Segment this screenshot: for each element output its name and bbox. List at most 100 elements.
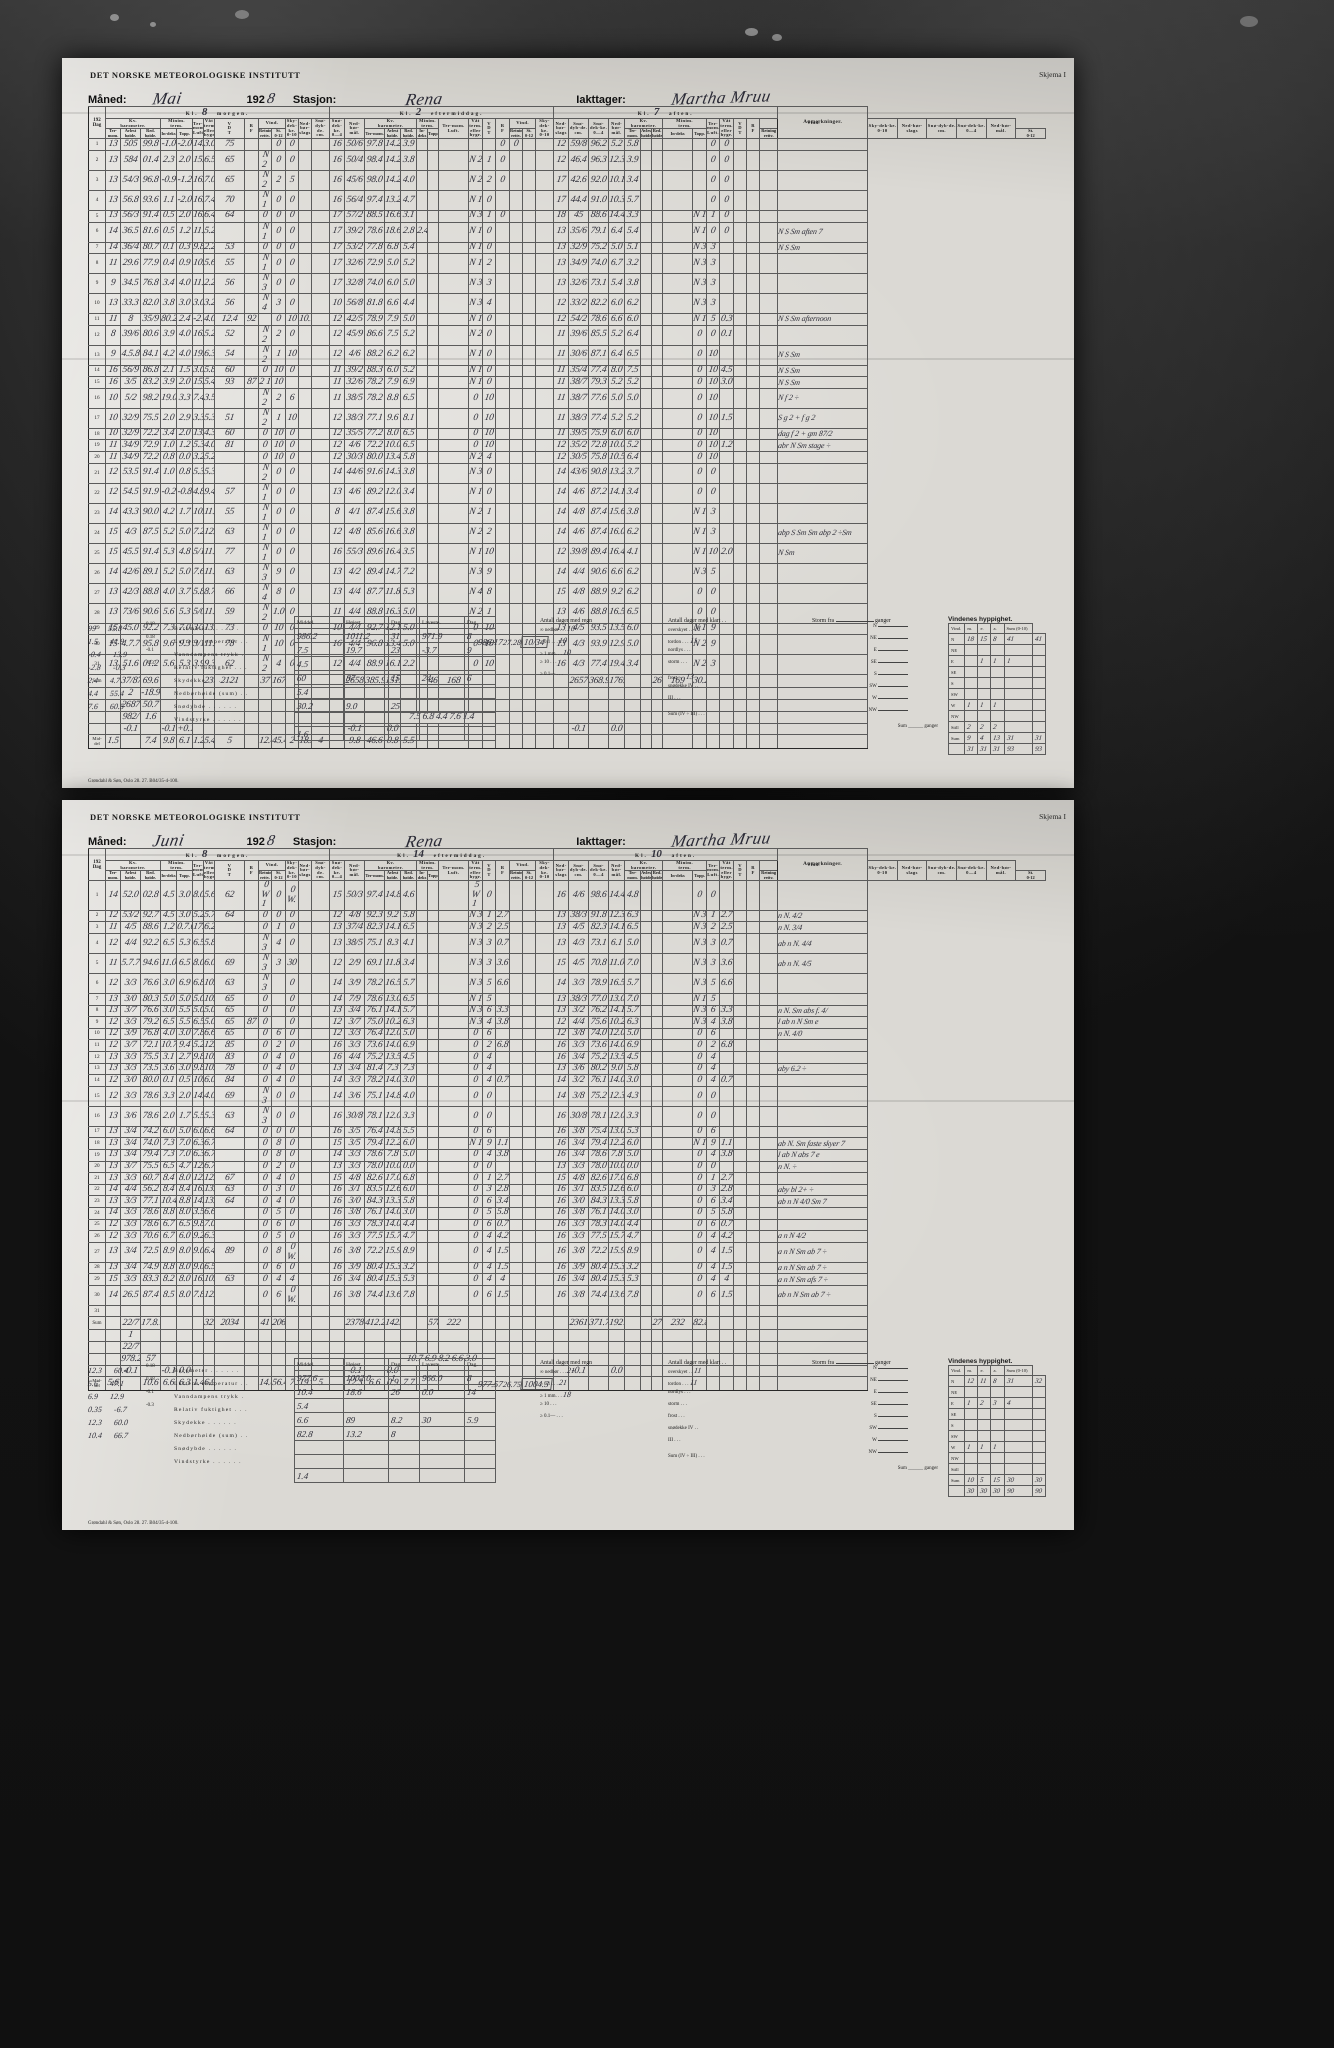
data-cell[interactable]: 0 <box>692 1125 708 1139</box>
data-cell[interactable] <box>662 1004 694 1018</box>
data-cell[interactable]: 17 <box>329 273 346 295</box>
data-cell[interactable] <box>438 169 470 191</box>
data-cell[interactable]: 13 <box>329 1160 346 1174</box>
data-cell[interactable] <box>522 482 537 504</box>
data-cell[interactable]: 4 <box>271 1074 286 1087</box>
data-cell[interactable] <box>427 1273 440 1286</box>
data-cell[interactable] <box>427 1304 440 1318</box>
data-cell[interactable]: 39/8 <box>568 542 590 564</box>
data-cell[interactable]: 3 <box>706 933 721 954</box>
data-cell[interactable] <box>608 1304 626 1318</box>
data-cell[interactable] <box>759 169 779 191</box>
data-cell[interactable]: 0 <box>258 1125 272 1139</box>
data-cell[interactable] <box>640 482 653 504</box>
data-cell[interactable]: 5.2 <box>160 522 177 544</box>
data-cell[interactable]: 4.0 <box>160 1027 177 1041</box>
data-cell[interactable]: 5.2 <box>624 439 642 453</box>
data-cell[interactable] <box>214 1284 245 1306</box>
data-cell[interactable]: 0.3 <box>176 241 193 255</box>
data-cell[interactable]: 32/6 <box>344 376 366 389</box>
data-cell[interactable] <box>160 1304 177 1318</box>
data-cell[interactable]: 13 <box>553 1160 570 1174</box>
data-cell[interactable]: 8.9 <box>624 1241 642 1263</box>
data-cell[interactable] <box>733 1085 748 1107</box>
data-cell[interactable] <box>416 149 429 171</box>
data-cell[interactable] <box>640 542 653 564</box>
data-cell[interactable]: 0 <box>258 364 272 378</box>
data-cell[interactable]: 4 <box>482 1016 497 1029</box>
stat-value[interactable] <box>419 1440 465 1455</box>
data-cell[interactable]: -1.0 <box>160 138 177 151</box>
data-cell[interactable] <box>759 387 779 409</box>
data-cell[interactable]: 5/0.5 <box>192 602 204 624</box>
table-row[interactable]: 22 12 54.5 91.9 -0.2 -0.8 4.8 9.4 57 N 1 0 0 13 4/6 89… <box>88 482 1046 504</box>
data-cell[interactable]: 5.2 <box>608 376 626 389</box>
data-cell[interactable]: 5.0 <box>176 522 193 544</box>
data-cell[interactable]: 76.1 <box>588 1074 610 1087</box>
data-cell[interactable]: N 3 <box>692 293 708 315</box>
data-cell[interactable]: 10.0 <box>203 993 215 1006</box>
table-row[interactable]: 21 13 3/3 60.7 8.4 8.0 12.6 12.7 67 0 4 0 15 4/8 82.6 1… <box>88 1172 1046 1185</box>
data-cell[interactable]: 75.5 <box>140 1050 161 1064</box>
data-cell[interactable]: N 3 <box>692 953 708 974</box>
data-cell[interactable]: 11 <box>105 253 121 275</box>
data-cell[interactable] <box>553 687 570 701</box>
data-cell[interactable]: 12 <box>329 427 346 441</box>
data-cell[interactable]: 6.2 <box>624 562 642 584</box>
data-cell[interactable]: 92.0 <box>588 169 610 191</box>
data-cell[interactable] <box>535 1105 555 1127</box>
data-cell[interactable] <box>416 387 429 409</box>
data-cell[interactable] <box>192 1304 204 1318</box>
data-cell[interactable]: N 2 <box>258 462 272 484</box>
data-cell[interactable] <box>244 734 259 750</box>
data-cell[interactable] <box>438 344 470 366</box>
data-cell[interactable]: 83.3 <box>140 1273 161 1286</box>
data-cell[interactable] <box>244 344 259 366</box>
data-cell[interactable]: 3/8 <box>568 1241 590 1263</box>
data-cell[interactable] <box>535 1284 555 1306</box>
data-cell[interactable]: 73/6 <box>120 602 141 624</box>
data-cell[interactable] <box>329 1304 346 1318</box>
data-cell[interactable] <box>651 313 664 326</box>
data-cell[interactable]: 15.9 <box>608 1241 626 1263</box>
data-cell[interactable]: 0 <box>285 1027 299 1041</box>
data-cell[interactable]: 16 <box>553 1230 570 1243</box>
data-cell[interactable]: 78.3 <box>364 1218 386 1232</box>
data-cell[interactable]: 5.2 <box>624 407 642 429</box>
data-cell[interactable]: 3/4 <box>120 1148 141 1162</box>
data-cell[interactable] <box>640 973 653 994</box>
data-cell[interactable] <box>522 1261 537 1275</box>
data-cell[interactable]: 6.6 <box>719 973 735 994</box>
data-cell[interactable]: 4.4 <box>400 1218 418 1232</box>
data-cell[interactable]: 11.5 <box>203 542 215 564</box>
data-cell[interactable]: 90.0 <box>140 502 161 524</box>
data-cell[interactable]: 14 <box>105 1284 121 1306</box>
data-cell[interactable] <box>662 241 694 255</box>
data-cell[interactable] <box>651 933 664 954</box>
data-cell[interactable]: 3/9 <box>120 1027 141 1041</box>
data-cell[interactable]: 63 <box>214 973 245 994</box>
data-cell[interactable]: 6.5 <box>192 1016 204 1029</box>
stat-row[interactable] <box>294 1454 496 1469</box>
data-cell[interactable] <box>640 138 653 151</box>
data-cell[interactable] <box>438 1148 470 1162</box>
data-cell[interactable] <box>535 711 555 725</box>
data-cell[interactable] <box>640 933 653 954</box>
stat-row[interactable]: 60 87 15 24 6 <box>294 670 496 685</box>
data-cell[interactable] <box>651 138 664 151</box>
data-cell[interactable] <box>495 1316 511 1331</box>
data-cell[interactable]: 0 <box>482 462 497 484</box>
data-cell[interactable]: 12.0 <box>384 1105 402 1127</box>
data-cell[interactable]: 3 <box>706 953 721 974</box>
data-cell[interactable] <box>640 953 653 974</box>
data-cell[interactable]: 0 <box>468 1206 484 1220</box>
data-cell[interactable] <box>416 1261 429 1275</box>
data-cell[interactable]: 5.2 <box>608 324 626 346</box>
data-cell[interactable]: 1.0 <box>160 439 177 453</box>
data-cell[interactable] <box>608 734 626 750</box>
data-cell[interactable] <box>624 1329 642 1343</box>
data-cell[interactable] <box>244 1230 259 1243</box>
data-cell[interactable]: 0 <box>271 880 286 911</box>
data-cell[interactable]: N 3 <box>468 1004 484 1018</box>
stat-value[interactable] <box>388 1398 420 1413</box>
